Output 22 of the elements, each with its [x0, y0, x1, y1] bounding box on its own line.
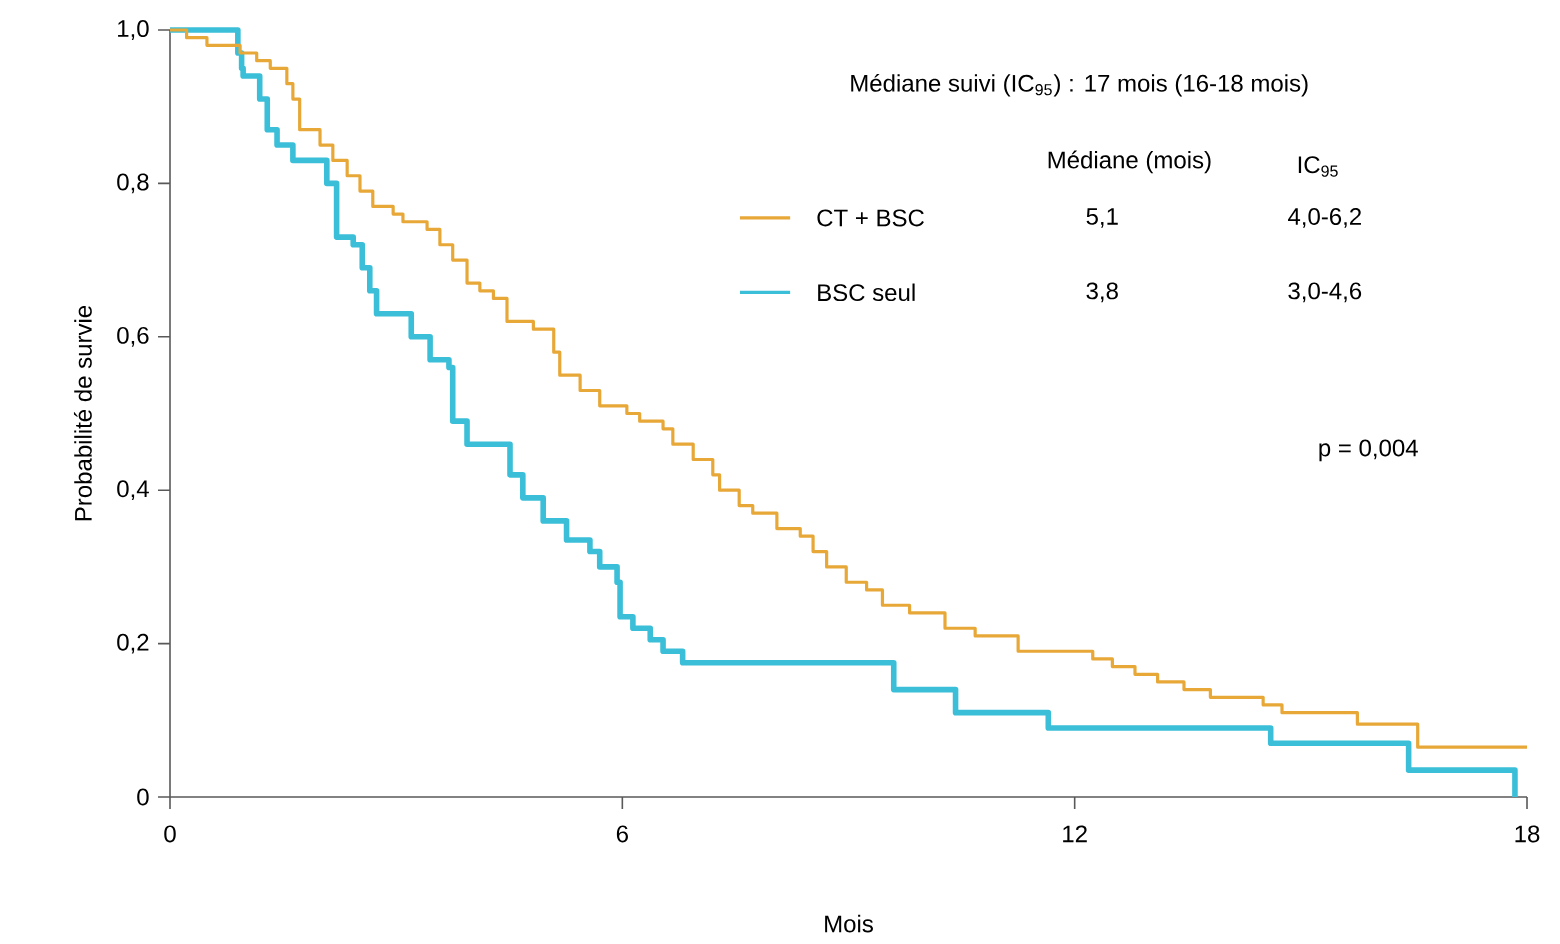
x-tick-label: 0	[164, 825, 176, 843]
legend-label: BSC seul	[818, 283, 915, 302]
annotation: 3,8	[1086, 282, 1118, 303]
x-axis-title: Mois	[825, 914, 873, 933]
annotation: Médiane (mois)	[1048, 150, 1211, 174]
annotation: 3,0-4,6	[1288, 282, 1362, 303]
y-axis-title: Probabilité de survie	[73, 305, 92, 521]
x-tick-label: 12	[1063, 825, 1087, 843]
annotation: 5,1	[1086, 208, 1118, 228]
y-tick-label: 0,4	[117, 480, 149, 501]
y-tick-label: 0,2	[117, 633, 149, 654]
y-tick-label: 0,6	[117, 326, 149, 347]
x-tick-label: 6	[616, 825, 628, 843]
annotation: Médiane suivi (IC$_{95}$) : 17 mois (16-18 mois)	[851, 73, 1308, 97]
legend-label: CT + BSC	[817, 209, 924, 227]
annotation: p = 0,004	[1319, 439, 1418, 462]
annotation: 4,0-6,2	[1288, 208, 1361, 228]
y-tick-label: 0	[137, 788, 149, 806]
y-tick-label: 1,0	[118, 20, 149, 40]
x-tick-label: 18	[1515, 825, 1540, 843]
y-tick-label: 0,8	[117, 173, 149, 194]
annotation: IC$_{95}$	[1298, 156, 1338, 177]
